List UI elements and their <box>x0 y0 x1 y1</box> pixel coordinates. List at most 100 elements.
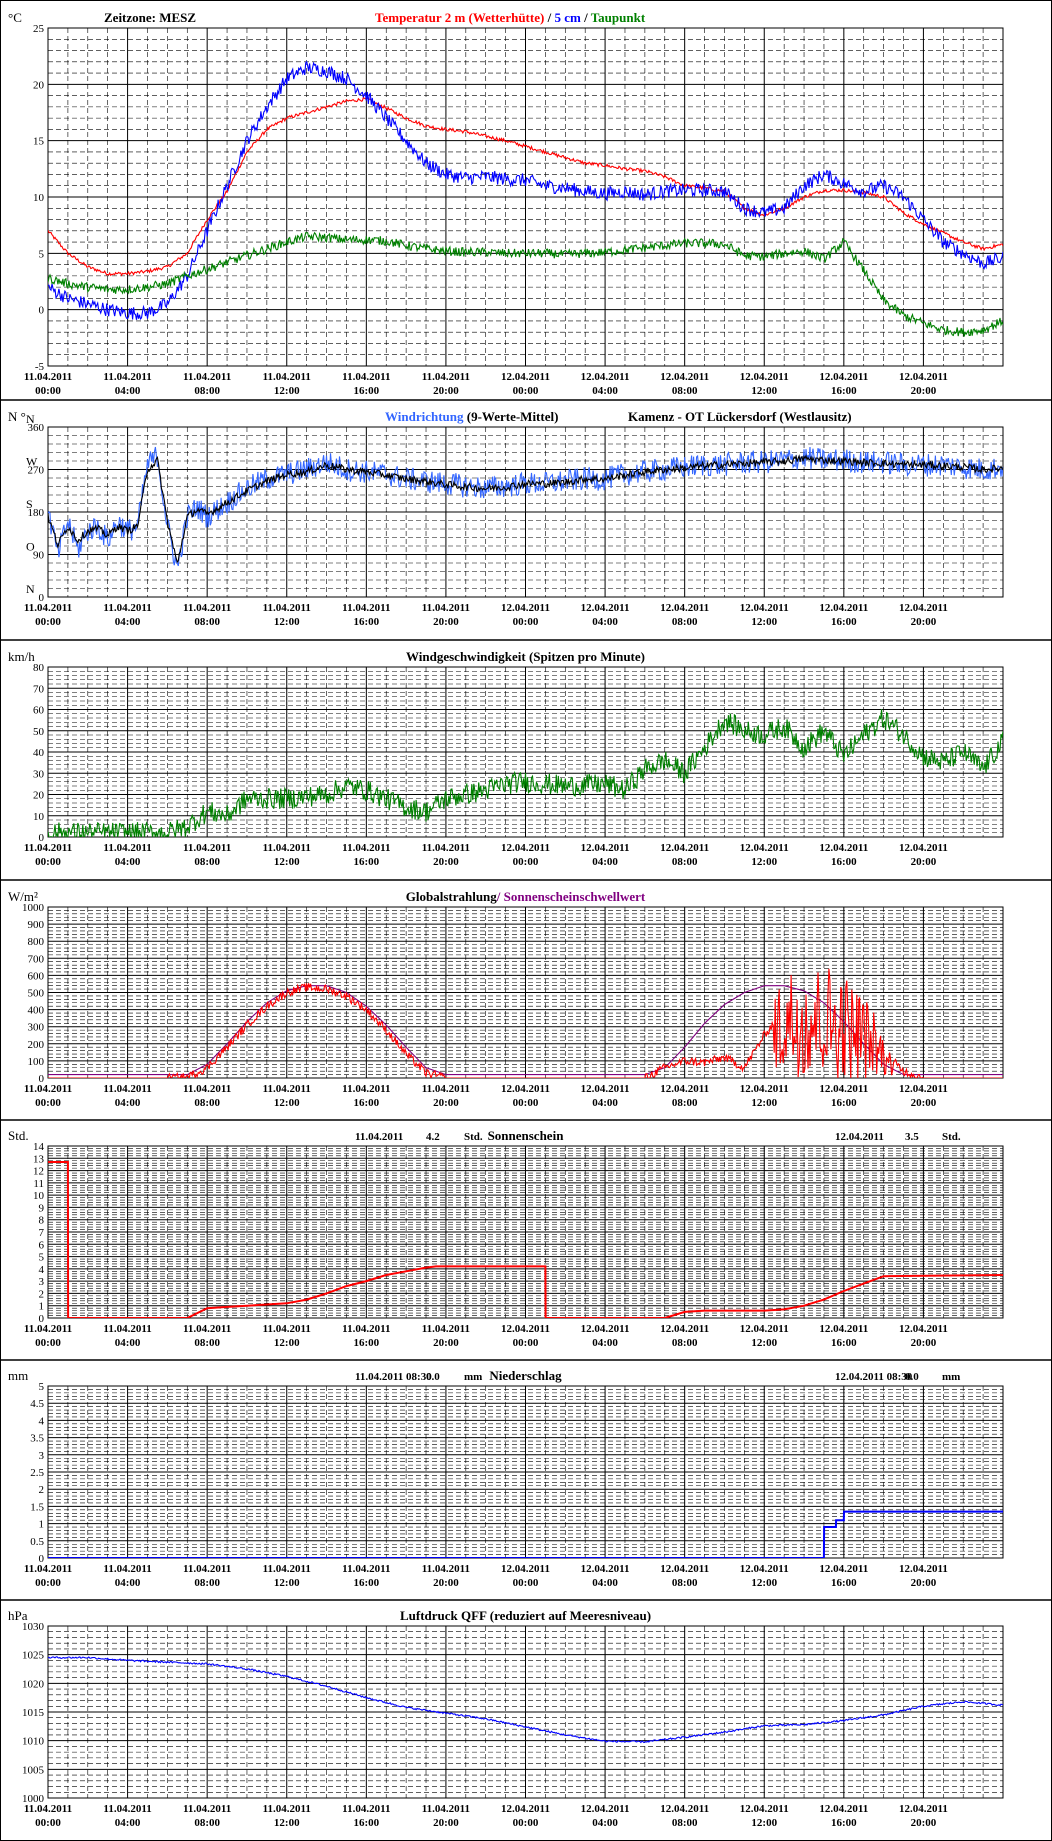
x-tick-time: 12:00 <box>751 1097 777 1109</box>
y-tick-label: 300 <box>28 1022 45 1034</box>
y-tick-label: 800 <box>28 936 45 948</box>
compass-label: N <box>26 582 35 596</box>
x-tick-date: 12.04.2011 <box>660 1083 709 1095</box>
y-tick-label: 1030 <box>22 1621 45 1633</box>
x-tick-date: 12.04.2011 <box>899 1323 948 1335</box>
x-tick-time: 20:00 <box>911 1577 937 1589</box>
x-tick-time: 16:00 <box>831 1337 857 1349</box>
x-tick-time: 00:00 <box>35 1817 61 1829</box>
x-tick-date: 11.04.2011 <box>263 371 311 383</box>
y-tick-label: 0 <box>39 592 45 604</box>
x-tick-date: 11.04.2011 <box>103 602 151 614</box>
x-tick-time: 20:00 <box>911 1337 937 1349</box>
x-tick-time: 04:00 <box>592 385 618 397</box>
x-tick-date: 12.04.2011 <box>899 602 948 614</box>
x-tick-time: 16:00 <box>831 1097 857 1109</box>
x-tick-time: 04:00 <box>115 1817 141 1829</box>
daily-date: 12.04.2011 08:30 <box>835 1371 913 1383</box>
x-tick-date: 11.04.2011 <box>183 1083 231 1095</box>
x-tick-time: 20:00 <box>433 616 459 628</box>
y-tick-label: 0 <box>39 1553 45 1565</box>
plot-frame <box>47 426 1004 598</box>
daily-unit: Std. <box>942 1131 961 1143</box>
daily-date: 12.04.2011 <box>835 1131 884 1143</box>
title-part: Taupunkt <box>591 10 646 25</box>
x-tick-time: 12:00 <box>274 616 300 628</box>
x-tick-date: 11.04.2011 <box>24 1323 72 1335</box>
y-tick-label: 2 <box>39 1288 45 1300</box>
x-tick-time: 00:00 <box>513 1817 539 1829</box>
y-tick-label: 1 <box>39 1301 45 1313</box>
y-tick-label: 15 <box>33 136 45 148</box>
y-tick-label: 9 <box>39 1202 45 1214</box>
x-tick-time: 20:00 <box>433 856 459 868</box>
x-tick-date: 11.04.2011 <box>422 602 470 614</box>
x-tick-time: 04:00 <box>592 616 618 628</box>
wind_speed-series-0 <box>48 709 1003 837</box>
x-tick-time: 16:00 <box>353 1577 379 1589</box>
x-tick-date: 11.04.2011 <box>24 1083 72 1095</box>
x-tick-date: 11.04.2011 <box>103 842 151 854</box>
x-tick-time: 04:00 <box>115 385 141 397</box>
x-tick-date: 11.04.2011 <box>24 602 72 614</box>
x-tick-date: 12.04.2011 <box>819 842 868 854</box>
x-tick-time: 16:00 <box>831 856 857 868</box>
pressure-title: Luftdruck QFF (reduziert auf Meeresnivea… <box>400 1608 651 1623</box>
x-tick-date: 12.04.2011 <box>501 371 550 383</box>
x-tick-time: 20:00 <box>433 385 459 397</box>
x-tick-date: 12.04.2011 <box>740 371 789 383</box>
x-tick-time: 08:00 <box>194 1817 220 1829</box>
y-tick-label: 12 <box>33 1166 44 1178</box>
x-tick-date: 11.04.2011 <box>103 1083 151 1095</box>
x-tick-date: 11.04.2011 <box>263 842 311 854</box>
y-tick-label: 1000 <box>22 902 45 914</box>
y-tick-label: 10 <box>33 192 45 204</box>
plot-frame <box>47 1145 1004 1319</box>
sunshine-title: Sonnenschein <box>488 1128 565 1143</box>
y-tick-label: 90 <box>33 550 45 562</box>
wind_speed-panel: 0 10 20 30 40 50 60 70 80 11.04.2011 00:00 11.04.20… <box>0 649 1052 881</box>
x-tick-date: 11.04.2011 <box>342 1563 390 1575</box>
y-tick-label: 1015 <box>22 1707 45 1719</box>
x-tick-time: 16:00 <box>353 1817 379 1829</box>
y-tick-label: 50 <box>33 726 45 738</box>
precipitation-panel: 0 0.5 1 1.5 2 2.5 3 3.5 4 4.5 5 11.04.2011 00:00 11.0… <box>0 1368 1052 1601</box>
x-tick-date: 12.04.2011 <box>740 842 789 854</box>
x-tick-date: 12.04.2011 <box>501 1083 550 1095</box>
compass-label: S <box>26 497 33 511</box>
x-tick-time: 16:00 <box>353 616 379 628</box>
compass-label: N <box>26 412 35 426</box>
unit-label: W/m² <box>8 889 38 904</box>
x-tick-date: 11.04.2011 <box>342 1803 390 1815</box>
x-tick-date: 11.04.2011 <box>103 1563 151 1575</box>
sunshine-series-0 <box>48 1161 1003 1318</box>
x-tick-time: 04:00 <box>115 856 141 868</box>
y-tick-label: 80 <box>33 662 45 674</box>
unit-label: km/h <box>8 649 35 664</box>
y-tick-label: 0 <box>39 1073 45 1085</box>
x-tick-date: 12.04.2011 <box>581 1323 630 1335</box>
y-tick-label: 30 <box>33 768 45 780</box>
x-tick-date: 12.04.2011 <box>899 1803 948 1815</box>
x-tick-time: 04:00 <box>115 616 141 628</box>
unit-label: hPa <box>8 1608 28 1623</box>
x-tick-time: 16:00 <box>831 616 857 628</box>
x-tick-date: 12.04.2011 <box>660 842 709 854</box>
station-label: Kamenz - OT Lückersdorf (Westlausitz) <box>628 409 852 424</box>
timezone-label: Zeitzone: MESZ <box>104 10 196 25</box>
x-tick-time: 04:00 <box>592 1097 618 1109</box>
x-tick-date: 12.04.2011 <box>740 1323 789 1335</box>
x-tick-date: 11.04.2011 <box>422 1083 470 1095</box>
x-tick-time: 08:00 <box>194 1577 220 1589</box>
x-tick-time: 00:00 <box>513 1577 539 1589</box>
y-tick-label: 4 <box>39 1264 45 1276</box>
y-tick-label: 5 <box>39 1252 45 1264</box>
x-tick-date: 11.04.2011 <box>342 842 390 854</box>
y-tick-label: 4 <box>39 1415 45 1427</box>
x-tick-date: 12.04.2011 <box>899 1083 948 1095</box>
y-tick-label: 700 <box>28 953 45 965</box>
x-tick-time: 20:00 <box>911 385 937 397</box>
x-tick-time: 20:00 <box>433 1337 459 1349</box>
y-tick-label: 4.5 <box>30 1398 44 1410</box>
